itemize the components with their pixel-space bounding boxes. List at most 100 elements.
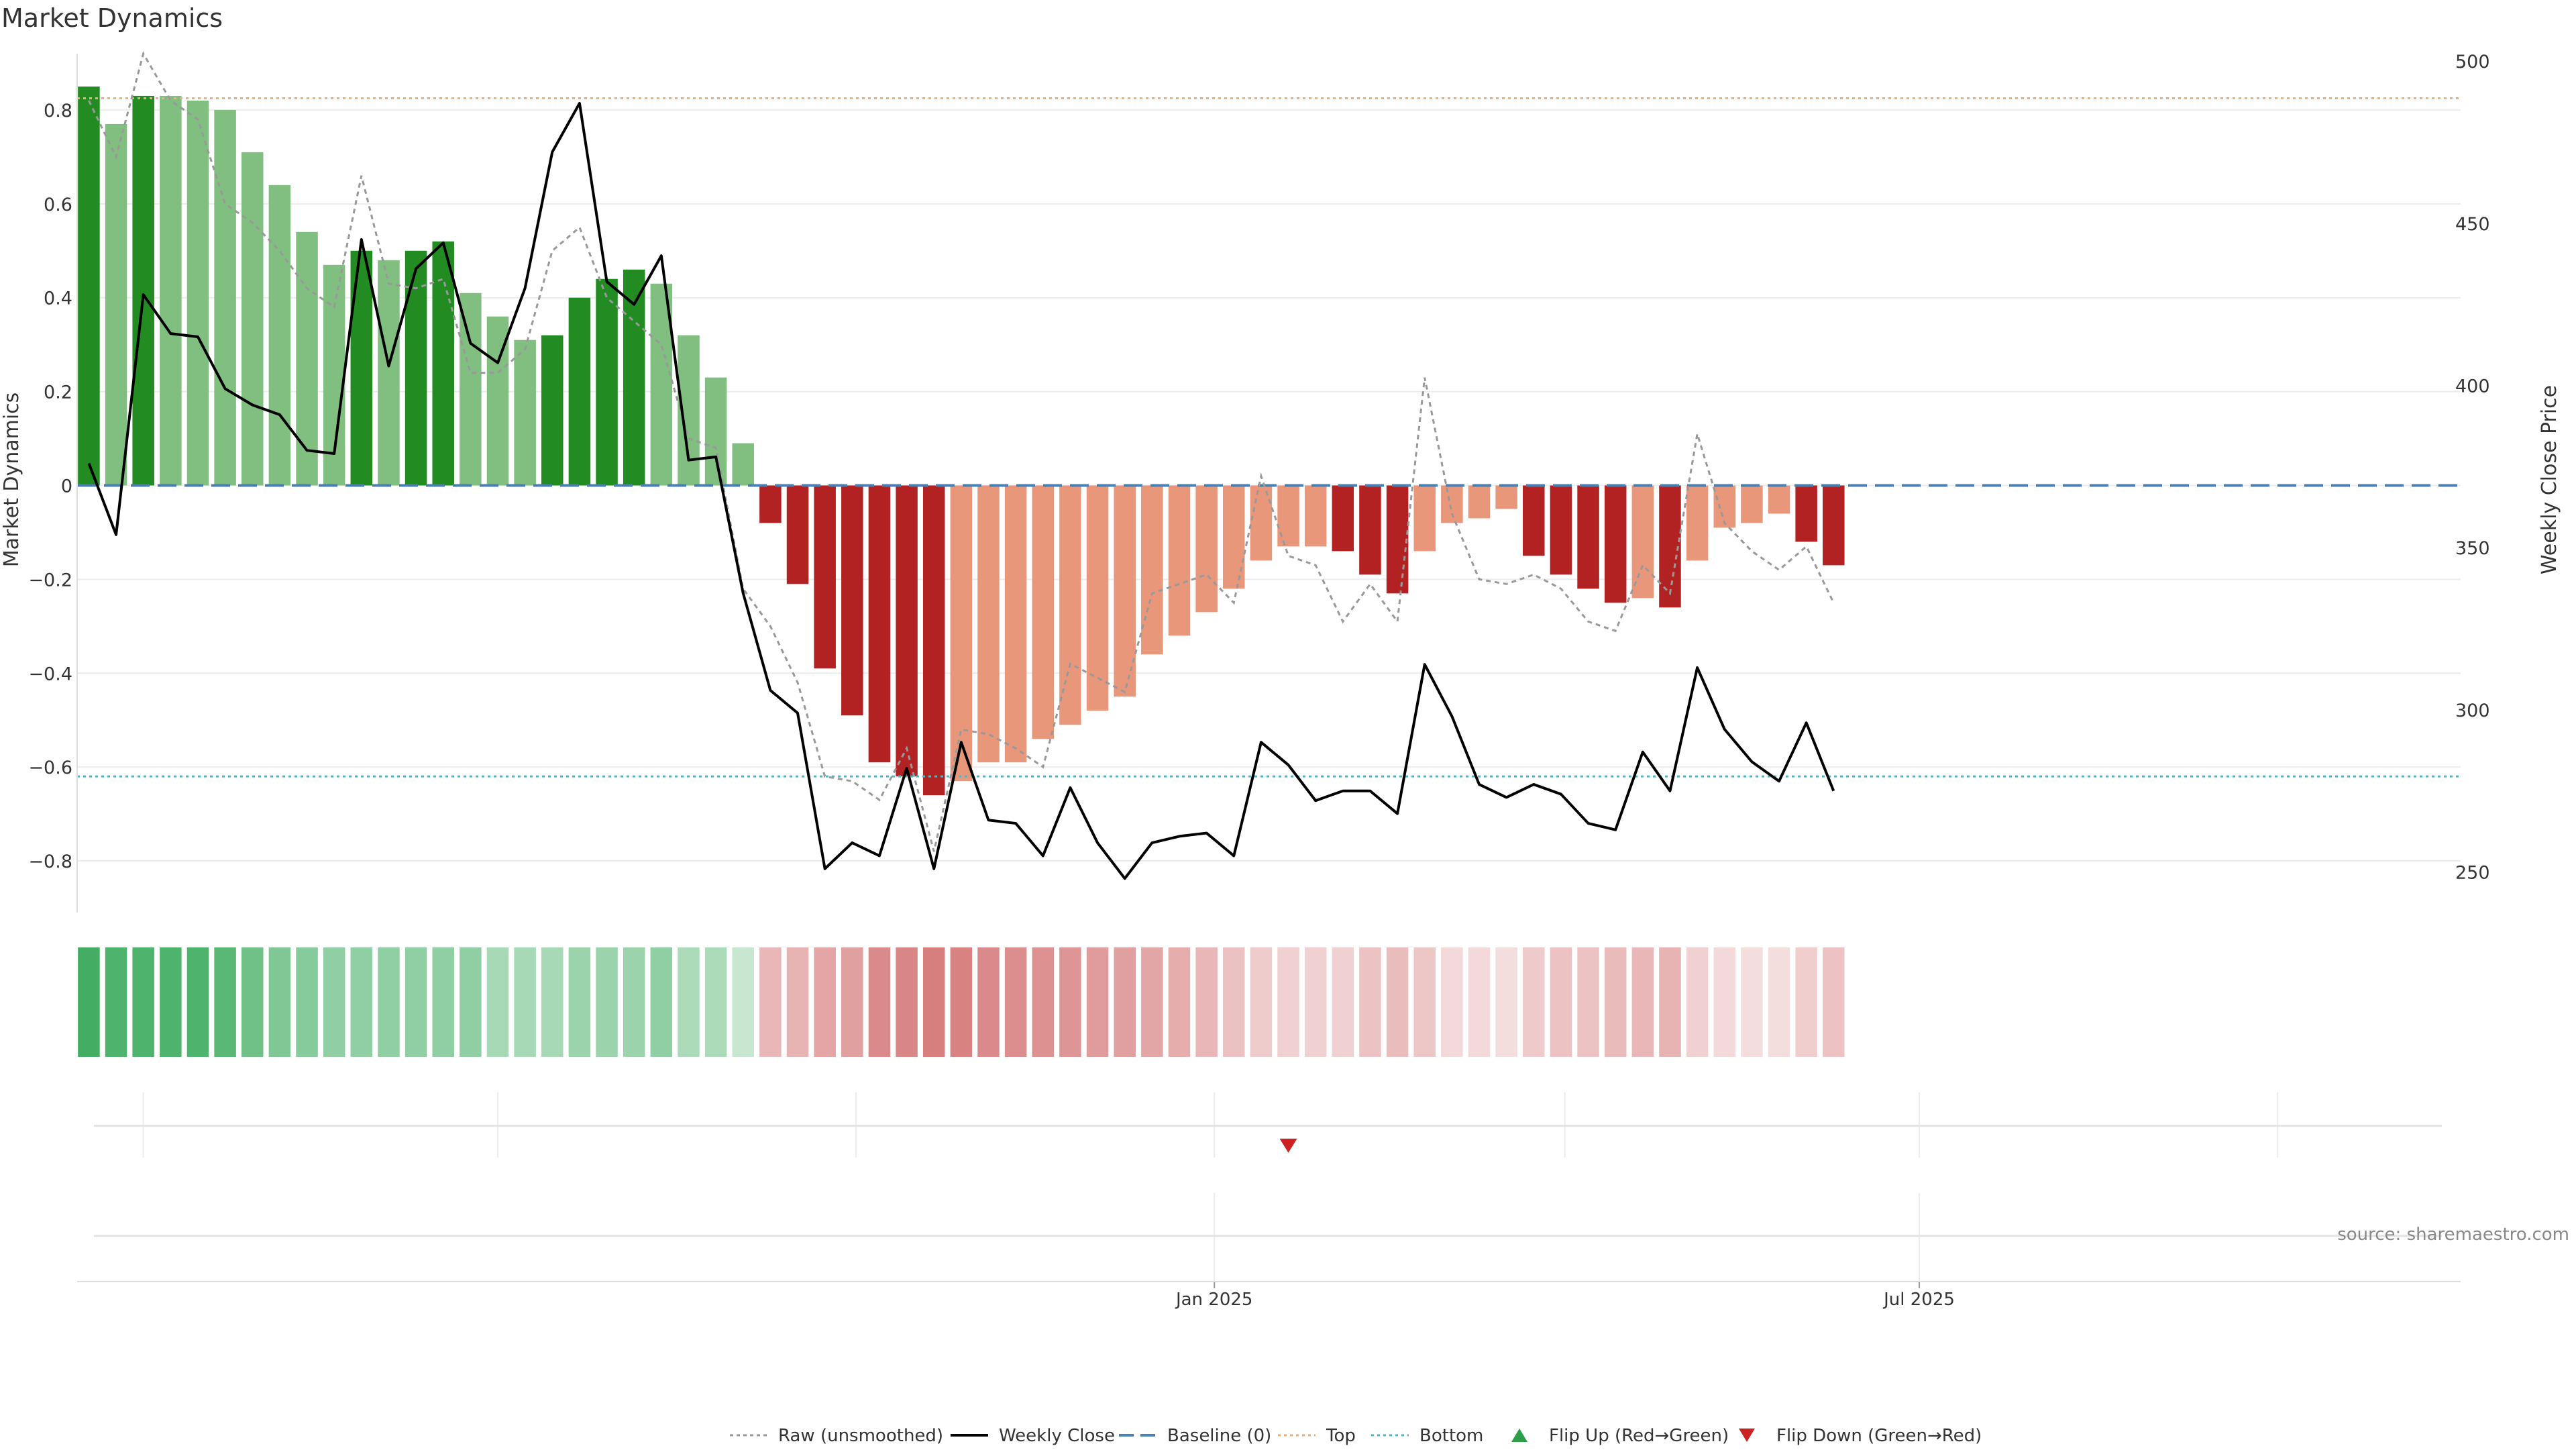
- heat-cell: [1659, 947, 1681, 1057]
- bar: [868, 485, 891, 763]
- bar: [568, 297, 591, 486]
- heat-cell: [1550, 947, 1572, 1057]
- heat-cell: [1277, 947, 1299, 1057]
- heat-cell: [1304, 947, 1327, 1057]
- heat-cell: [378, 947, 400, 1057]
- flip-markers-panel: [94, 1092, 2442, 1157]
- bar: [1359, 485, 1381, 575]
- bar: [1495, 485, 1517, 509]
- bar: [1086, 485, 1109, 711]
- y-tick-label: −0.2: [28, 570, 72, 590]
- heat-cell: [186, 947, 209, 1057]
- bar: [922, 485, 945, 796]
- bar: [214, 109, 236, 486]
- heat-cell: [541, 947, 564, 1057]
- heat-cell: [1795, 947, 1817, 1057]
- bar: [1004, 485, 1027, 763]
- y2-tick-label: 300: [2455, 701, 2490, 721]
- axis-layer: 0.8 0.6 0.4 0.2 0 −0.2 −0.4 −0.6 −0.8 500 450 400 35…: [28, 52, 2489, 1310]
- heat-cell: [1441, 947, 1463, 1057]
- heat-cell: [1222, 947, 1245, 1057]
- heat-cell: [105, 947, 127, 1057]
- legend-item-flip_down: Flip Down (Green→Red): [1739, 1426, 1982, 1446]
- bar: [186, 100, 209, 486]
- x-tick-label: Jan 2025: [1175, 1290, 1253, 1310]
- y2-tick-label: 250: [2455, 863, 2490, 884]
- heat-cell: [1114, 947, 1136, 1057]
- heat-cell: [214, 947, 236, 1057]
- heat-cell: [1004, 947, 1027, 1057]
- heat-cell: [1468, 947, 1491, 1057]
- heat-cell: [460, 947, 482, 1057]
- legend-item-raw: Raw (unsmoothed): [730, 1426, 943, 1446]
- legend-label: Flip Up (Red→Green): [1549, 1426, 1729, 1446]
- y2-tick-label: 500: [2455, 52, 2490, 72]
- y2-axis-label: Weekly Close Price: [2538, 385, 2561, 574]
- bar: [105, 123, 127, 486]
- y2-tick-label: 400: [2455, 376, 2490, 397]
- legend-label: Baseline (0): [1167, 1426, 1271, 1446]
- heat-cell: [1168, 947, 1191, 1057]
- bar: [1114, 485, 1136, 697]
- bar: [432, 241, 454, 486]
- legend-label: Bottom: [1419, 1426, 1483, 1446]
- bar: [514, 340, 536, 486]
- bar: [132, 95, 154, 486]
- heat-cell: [78, 947, 100, 1057]
- heat-cell: [1741, 947, 1763, 1057]
- y-tick-label: 0.6: [44, 195, 72, 215]
- heat-cell: [1386, 947, 1409, 1057]
- bar: [296, 231, 318, 486]
- legend-item-close: Weekly Close: [951, 1426, 1115, 1446]
- bar: [1604, 485, 1627, 603]
- heat-cell: [786, 947, 809, 1057]
- bar: [814, 485, 836, 669]
- heat-cell: [160, 947, 182, 1057]
- heat-cell: [268, 947, 291, 1057]
- heat-cell: [514, 947, 536, 1057]
- heat-cell: [623, 947, 645, 1057]
- y-tick-label: −0.4: [28, 664, 72, 684]
- y2-tick-label: 450: [2455, 214, 2490, 235]
- heat-cell: [814, 947, 836, 1057]
- y2-tick-label: 350: [2455, 538, 2490, 559]
- heat-cell: [1523, 947, 1545, 1057]
- y-axis-label: Market Dynamics: [0, 393, 23, 568]
- bar: [268, 185, 291, 486]
- bar: [786, 485, 809, 584]
- bar: [1032, 485, 1055, 739]
- heat-cell: [1332, 947, 1354, 1057]
- bar: [78, 86, 100, 486]
- heat-cell: [1713, 947, 1736, 1057]
- bar: [1550, 485, 1572, 575]
- bar: [977, 485, 1000, 763]
- x-tick-label: Jul 2025: [1882, 1290, 1955, 1310]
- bar-layer: [78, 86, 1845, 796]
- bar: [704, 377, 727, 486]
- heat-cell: [1195, 947, 1218, 1057]
- heat-cell: [568, 947, 591, 1057]
- bar: [1686, 485, 1709, 561]
- bar: [1250, 485, 1273, 561]
- heat-cell: [1059, 947, 1081, 1057]
- heat-cell: [922, 947, 945, 1057]
- heat-cell: [1686, 947, 1709, 1057]
- heat-cell: [1495, 947, 1517, 1057]
- legend-swatch: [1511, 1429, 1527, 1442]
- bar: [350, 250, 373, 486]
- bar: [596, 278, 618, 486]
- bar: [541, 335, 564, 486]
- bar: [950, 485, 973, 782]
- legend-item-flip_up: Flip Up (Red→Green): [1511, 1426, 1729, 1446]
- bar: [1222, 485, 1245, 589]
- heat-cell: [732, 947, 755, 1057]
- heat-cell: [950, 947, 973, 1057]
- legend: Raw (unsmoothed) Weekly Close Baseline (0)…: [730, 1426, 1982, 1446]
- bar: [241, 152, 264, 486]
- heat-cell: [977, 947, 1000, 1057]
- bar: [841, 485, 863, 716]
- y-tick-label: 0: [61, 476, 72, 497]
- heat-cell: [350, 947, 373, 1057]
